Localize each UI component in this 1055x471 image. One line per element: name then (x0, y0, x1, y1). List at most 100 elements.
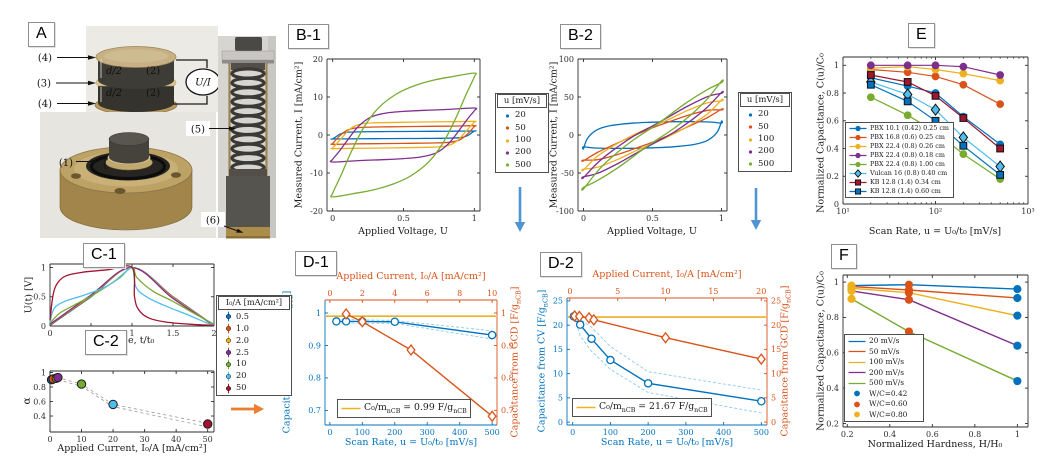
b1-x-axis-label: Applied Voltage, U (358, 226, 448, 237)
wire-bottom (173, 96, 208, 105)
legend-item-label: 20 (758, 109, 769, 120)
data-point-marker (996, 100, 1005, 109)
svg-text:0.2: 0.2 (826, 419, 839, 428)
svg-text:10: 10 (553, 369, 563, 378)
b1-axes: 0 0.5 1 -20 -10 0 10 20 (310, 55, 481, 223)
e-x-axis-label: Scan Rate, u = U₀/t₀ [mV/s] (868, 226, 1002, 237)
c2-y-axis-label: α (21, 397, 33, 405)
press-lower-cylinder (226, 176, 270, 227)
data-point-marker (959, 69, 968, 78)
svg-text:5: 5 (771, 394, 776, 403)
legend-item-label: C₀/mnCB = 21.67 F/gnCB (599, 401, 708, 414)
d2-series-cv-lower-bound (574, 318, 762, 414)
wire-top (176, 59, 208, 68)
d2-annotation-upper: d/2 (106, 66, 122, 77)
svg-text:300: 300 (678, 428, 693, 437)
press-base-edge (226, 236, 270, 239)
svg-text:0.6: 0.6 (826, 117, 839, 126)
data-point-marker (1013, 285, 1022, 294)
svg-text:0: 0 (567, 287, 572, 296)
svg-text:10³: 10³ (1021, 207, 1034, 216)
svg-text:0: 0 (47, 435, 52, 444)
e-axes: 10¹ 10² 10³ 0 0.2 0.4 0.6 0.8 1 (826, 56, 1035, 216)
b2-x-axis-label: Applied Voltage, U (607, 226, 697, 237)
data-point-marker (487, 330, 497, 340)
callout-6-arrowhead-icon (236, 228, 244, 233)
svg-text:10²: 10² (929, 207, 942, 216)
legend-item-label: 0.5 (236, 310, 250, 321)
legend-item-label: W/C=0.60 (869, 399, 908, 409)
svg-text:0: 0 (834, 200, 839, 209)
legend-item-label: 200 mV/s (869, 367, 905, 377)
svg-text:0: 0 (318, 131, 323, 140)
legend-item-label: 500 (758, 158, 775, 169)
legend-title: I₀/A [mA/cm²] (218, 296, 290, 310)
legend-item-label: PBX 22.4 (0.8) 1.00 cm (870, 160, 945, 169)
data-point-marker (903, 61, 912, 70)
coil-spring (230, 67, 266, 174)
svg-text:25: 25 (553, 297, 563, 306)
legend-item-reference: C₀/mnCB = 0.99 F/gnCB (341, 401, 467, 416)
flow-arrow-b2-to-d2-icon (750, 188, 762, 230)
legend-item-label: 200 (758, 146, 775, 157)
legend-item-label: W/C=0.80 (869, 409, 908, 419)
legend-item-label: 100 (515, 134, 532, 145)
screw-hole (171, 172, 181, 178)
callout-6-bg (201, 212, 225, 227)
legend-item-label: KB 12.8 (1.4) 0.34 cm (870, 178, 941, 187)
b1-y-axis-label: Measured Current, I [mA/cm²] (293, 61, 305, 209)
svg-text:20: 20 (313, 55, 323, 64)
data-point-marker (406, 343, 416, 357)
b2-scan-rate-legend: u [mV/s] 20 50 100 200 500 (738, 92, 792, 172)
svg-text:-20: -20 (310, 207, 323, 216)
svg-text:20: 20 (553, 321, 563, 330)
legend-item: 50 mV/s (848, 347, 920, 358)
data-point-marker (866, 93, 875, 102)
legend-item: PBX 22.4 (0.8) 0.26 cm (849, 142, 950, 151)
panel-label-b1: B-1 (288, 24, 329, 49)
d1-top-axis-label: Applied Current, I₀/A [mA/cm²] (336, 271, 486, 282)
panel-label-d1: D-1 (295, 251, 337, 276)
d2-top-axis-label: Applied Current, I₀/A [mA/cm²] (592, 269, 742, 280)
legend-item-50: 50 (220, 382, 288, 394)
legend-item-label: 1.0 (236, 322, 250, 333)
svg-text:50: 50 (564, 93, 574, 102)
legend-item-label: 50 (236, 382, 247, 393)
c2-series-group (46, 372, 213, 429)
c1-x-axis-label: Time, t/t₀ (109, 335, 155, 346)
legend-item-1.0: 1.0 (220, 323, 288, 335)
data-point-marker (996, 144, 1005, 153)
legend-item-label: PBX 16.8 (0.6) 0.25 cm (870, 133, 945, 142)
legend-item: W/C=0.60 (848, 399, 920, 410)
svg-text:5: 5 (615, 287, 620, 296)
legend-item-label: 20 (236, 370, 247, 381)
svg-text:0.6: 0.6 (926, 430, 939, 439)
data-point-marker (931, 72, 940, 81)
svg-text:10: 10 (76, 435, 86, 444)
c1-series-50 (49, 265, 215, 327)
callout-3: (3) (37, 79, 51, 90)
c1-series-group (49, 265, 215, 327)
b2-axes: 0 0.5 1 -100 -50 0 50 100 (556, 55, 728, 223)
svg-text:100: 100 (603, 428, 618, 437)
svg-text:0: 0 (41, 322, 46, 331)
legend-item-label: 500 mV/s (869, 378, 905, 388)
legend-item-500: 500 (742, 158, 788, 170)
data-point-marker (904, 327, 914, 336)
svg-text:0: 0 (771, 418, 776, 427)
top-collector-highlight (104, 49, 168, 63)
svg-text:20: 20 (771, 321, 781, 330)
data-point-marker (996, 76, 1005, 85)
flow-arrow-c-to-d1-icon (231, 403, 264, 415)
b2-series-500 (581, 79, 724, 191)
svg-text:1: 1 (472, 214, 477, 223)
svg-text:0.8: 0.8 (308, 374, 321, 383)
d1-series-capacitance-from-gcd (345, 313, 493, 417)
data-point-marker (606, 355, 615, 365)
svg-text:1: 1 (719, 214, 724, 223)
lower-electrode (98, 86, 174, 112)
svg-text:0: 0 (47, 329, 52, 338)
svg-text:0: 0 (327, 428, 332, 437)
